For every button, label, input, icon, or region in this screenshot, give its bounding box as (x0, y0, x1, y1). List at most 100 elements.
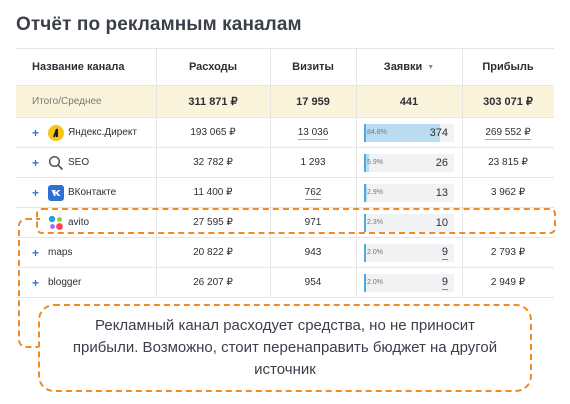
leads-share-bar: 5.9% 26 (364, 153, 454, 172)
channels-table: Название канала Расходы Визиты Заявки ▼ … (16, 48, 554, 298)
visits-cell: 943 (270, 247, 356, 258)
leads-share-fill (364, 213, 367, 232)
leads-value: 13 (435, 186, 448, 199)
table-row[interactable]: + ВКонтакте 11 400 ₽ 762 2.9% 13 3 962 ₽ (16, 178, 554, 208)
visits-cell: 1 293 (270, 157, 356, 168)
table-row-total: Итого/Среднее 311 871 ₽ 17 959 441 303 0… (16, 86, 554, 118)
leads-share-percent: 2.0% (367, 249, 383, 256)
leads-share-percent: 2.9% (367, 189, 383, 196)
cost-cell: 32 782 ₽ (193, 157, 233, 168)
leads-share-percent: 2.0% (367, 279, 383, 286)
channel-name-cell: avito (16, 215, 156, 231)
expand-button[interactable]: + (32, 185, 40, 200)
total-visits: 17 959 (296, 95, 330, 108)
total-leads: 441 (399, 95, 419, 108)
table-row[interactable]: + Яндекс.Директ 193 065 ₽ 13 036 84.8% 374 269… (16, 118, 554, 148)
avito-row-highlight (36, 208, 556, 234)
insight-callout: Рекламный канал расходует средства, но н… (38, 304, 532, 392)
profit-cell: 3 962 ₽ (462, 187, 554, 198)
leads-value: 9 (441, 245, 448, 260)
leads-share-bar: 2.0% 9 (364, 273, 454, 292)
leads-cell: 5.9% 26 (356, 153, 462, 172)
visits-cell: 13 036 (270, 127, 356, 140)
leads-cell: 2.0% 9 (356, 243, 462, 262)
table-row[interactable]: avito 27 595 ₽ 971 2.3% 10 (16, 208, 554, 238)
visits-cell: 954 (270, 277, 356, 288)
column-divider (270, 48, 271, 298)
leads-cell: 84.8% 374 (356, 123, 462, 142)
profit-value: 2 949 ₽ (490, 277, 526, 288)
column-divider (156, 48, 157, 298)
channel-name: ВКонтакте (68, 187, 117, 198)
leads-cell: 2.3% 10 (356, 213, 462, 232)
cost-cell: 27 595 ₽ (193, 217, 233, 228)
channel-name: blogger (48, 277, 82, 288)
leads-cell: 2.9% 13 (356, 183, 462, 202)
leads-value: 374 (429, 126, 448, 139)
profit-cell: 269 552 ₽ (462, 127, 554, 140)
visits-value: 13 036 (297, 127, 329, 140)
leads-share-fill (364, 243, 366, 262)
leads-share-percent: 84.8% (367, 129, 387, 136)
visits-value: 943 (304, 247, 322, 258)
avito-icon (48, 215, 64, 231)
column-divider (356, 48, 357, 298)
visits-value: 971 (304, 217, 322, 228)
channel-name-cell: + blogger (16, 276, 156, 290)
table-header: Название канала Расходы Визиты Заявки ▼ … (16, 48, 554, 86)
profit-value: 2 793 ₽ (490, 247, 526, 258)
profit-cell: 23 815 ₽ (462, 157, 554, 168)
visits-value: 1 293 (300, 157, 326, 168)
column-header-leads-label: Заявки (383, 61, 423, 73)
channel-name: maps (48, 247, 73, 258)
expand-button[interactable]: + (32, 125, 40, 140)
column-header-profit[interactable]: Прибыль (482, 61, 534, 73)
visits-cell: 762 (270, 187, 356, 200)
channel-name-cell: + SEO (16, 155, 156, 171)
table-row[interactable]: + SEO 32 782 ₽ 1 293 5.9% 26 23 815 ₽ (16, 148, 554, 178)
profit-value: 269 552 ₽ (485, 127, 531, 140)
channel-name: SEO (68, 157, 90, 168)
cost-cell: 26 207 ₽ (193, 277, 233, 288)
search-icon (48, 155, 64, 171)
yandex-direct-icon (48, 124, 64, 141)
visits-value: 762 (304, 187, 322, 200)
channel-name-cell: + ВКонтакте (16, 184, 156, 201)
cost-cell: 20 822 ₽ (193, 247, 233, 258)
expand-button[interactable]: + (32, 155, 40, 170)
profit-cell: 2 793 ₽ (462, 247, 554, 258)
total-profit: 303 071 ₽ (483, 96, 533, 108)
expand-button[interactable]: + (32, 275, 40, 290)
visits-value: 954 (304, 277, 322, 288)
cost-cell: 11 400 ₽ (193, 187, 233, 198)
leads-cell: 2.0% 9 (356, 273, 462, 292)
leads-share-bar: 84.8% 374 (364, 123, 454, 142)
column-header-cost[interactable]: Расходы (188, 61, 238, 73)
leads-share-bar: 2.3% 10 (364, 213, 454, 232)
expand-button[interactable]: + (32, 245, 40, 260)
triangle-down-icon: ▼ (427, 63, 435, 71)
total-cost: 311 871 ₽ (188, 96, 238, 108)
table-row[interactable]: + maps 20 822 ₽ 943 2.0% 9 2 793 ₽ (16, 238, 554, 268)
total-label: Итого/Среднее (32, 96, 102, 107)
visits-cell: 971 (270, 217, 356, 228)
leads-share-bar: 2.9% 13 (364, 183, 454, 202)
channel-name-cell: + Яндекс.Директ (16, 124, 156, 141)
page-title: Отчёт по рекламным каналам (16, 14, 302, 35)
leads-value: 26 (435, 156, 448, 169)
table-row[interactable]: + blogger 26 207 ₽ 954 2.0% 9 2 949 ₽ (16, 268, 554, 298)
channel-name: Яндекс.Директ (68, 127, 137, 138)
profit-cell: 2 949 ₽ (462, 277, 554, 288)
leads-share-percent: 5.9% (367, 159, 383, 166)
column-header-visits[interactable]: Визиты (292, 61, 334, 73)
column-divider (462, 48, 463, 298)
vk-icon (48, 184, 64, 201)
leads-value: 10 (435, 216, 448, 229)
leads-value: 9 (441, 275, 448, 290)
column-header-leads[interactable]: Заявки ▼ (356, 61, 462, 73)
callout-text: Рекламный канал расходует средства, но н… (72, 317, 498, 378)
channel-name: avito (68, 217, 90, 228)
column-header-name[interactable]: Название канала (32, 61, 125, 73)
profit-value: 23 815 ₽ (488, 157, 528, 168)
leads-share-bar: 2.0% 9 (364, 243, 454, 262)
